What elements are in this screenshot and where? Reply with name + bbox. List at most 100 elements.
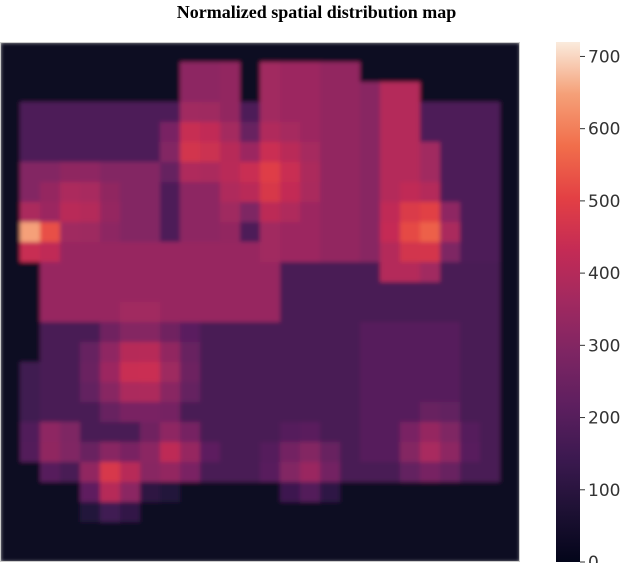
heatmap-cell	[100, 522, 121, 543]
heatmap-cell	[240, 302, 261, 323]
heatmap-cell	[360, 382, 381, 403]
heatmap-cell	[260, 262, 281, 283]
heatmap-cell	[200, 422, 221, 443]
heatmap-cell	[100, 542, 121, 562]
heatmap-cell	[140, 522, 161, 543]
heatmap-cell	[320, 362, 341, 383]
heatmap-cell	[20, 62, 41, 83]
heatmap-cell	[40, 522, 61, 543]
heatmap-cell	[160, 102, 181, 123]
heatmap-cell	[300, 402, 321, 423]
heatmap-cell	[460, 322, 481, 343]
heatmap-cell	[380, 262, 401, 283]
heatmap-cell	[260, 162, 281, 183]
heatmap-cell	[440, 142, 461, 163]
heatmap-cell	[120, 522, 141, 543]
heatmap-cell	[500, 522, 520, 543]
heatmap-cell	[240, 242, 261, 263]
heatmap-cell	[360, 362, 381, 383]
heatmap-cell	[120, 322, 141, 343]
heatmap-cell	[280, 342, 301, 363]
heatmap-cell	[180, 322, 201, 343]
heatmap-cell	[80, 542, 101, 562]
heatmap-cell	[340, 482, 361, 503]
heatmap-cell	[120, 402, 141, 423]
heatmap-cell	[500, 242, 520, 263]
heatmap-cell	[260, 482, 281, 503]
heatmap-cell	[240, 462, 261, 483]
heatmap-cell	[240, 422, 261, 443]
heatmap-cell	[480, 382, 501, 403]
heatmap-cell	[40, 362, 61, 383]
heatmap-cell	[400, 482, 421, 503]
heatmap-cell	[200, 382, 221, 403]
heatmap-cell	[80, 402, 101, 423]
heatmap-cell	[160, 222, 181, 243]
heatmap-cell	[440, 222, 461, 243]
heatmap-cell	[400, 102, 421, 123]
heatmap-cell	[0, 402, 21, 423]
heatmap-cell	[280, 222, 301, 243]
heatmap-cell	[480, 522, 501, 543]
heatmap-cell	[460, 42, 481, 63]
heatmap-cell	[400, 322, 421, 343]
heatmap-cell	[280, 422, 301, 443]
heatmap-cell	[140, 442, 161, 463]
heatmap-cell	[140, 502, 161, 523]
heatmap-cell	[60, 322, 81, 343]
heatmap-cell	[40, 102, 61, 123]
heatmap-cell	[480, 102, 501, 123]
heatmap-cell	[400, 442, 421, 463]
heatmap-cell	[380, 402, 401, 423]
heatmap-cell	[20, 102, 41, 123]
heatmap-cell	[480, 162, 501, 183]
heatmap-cell	[160, 322, 181, 343]
heatmap-cell	[440, 262, 461, 283]
heatmap-cell	[80, 242, 101, 263]
heatmap-cell	[180, 462, 201, 483]
heatmap-cell	[120, 342, 141, 363]
heatmap-cell	[420, 362, 441, 383]
heatmap-cell	[440, 362, 461, 383]
heatmap-cell	[340, 102, 361, 123]
colorbar-tick-label: 100	[588, 481, 620, 501]
heatmap-cell	[160, 282, 181, 303]
heatmap-cell	[160, 142, 181, 163]
heatmap-cell	[340, 382, 361, 403]
heatmap-cell	[60, 202, 81, 223]
heatmap-cell	[500, 542, 520, 562]
heatmap-cell	[120, 122, 141, 143]
heatmap-cell	[280, 382, 301, 403]
heatmap-cell	[420, 402, 441, 423]
heatmap-cell	[200, 202, 221, 223]
heatmap-cell	[380, 122, 401, 143]
heatmap-cell	[0, 62, 21, 83]
heatmap-cell	[20, 522, 41, 543]
heatmap-cell	[320, 182, 341, 203]
heatmap-cell	[340, 222, 361, 243]
heatmap-cell	[480, 502, 501, 523]
heatmap-cell	[100, 322, 121, 343]
heatmap-cell	[0, 322, 21, 343]
heatmap-cell	[140, 222, 161, 243]
heatmap-cell	[260, 322, 281, 343]
heatmap-cell	[20, 202, 41, 223]
heatmap-cell	[200, 82, 221, 103]
heatmap-cell	[100, 302, 121, 323]
heatmap-cell	[400, 262, 421, 283]
heatmap-cell	[240, 202, 261, 223]
heatmap-cell	[260, 82, 281, 103]
colorbar-tick-label: 200	[588, 409, 620, 429]
heatmap-cell	[380, 362, 401, 383]
heatmap-cell	[460, 82, 481, 103]
heatmap-cell	[40, 142, 61, 163]
heatmap-cell	[220, 422, 241, 443]
heatmap-cell	[440, 302, 461, 323]
heatmap-cell	[0, 422, 21, 443]
heatmap-cell	[500, 362, 520, 383]
heatmap-cell	[80, 102, 101, 123]
heatmap-cell	[160, 502, 181, 523]
heatmap-cell	[120, 462, 141, 483]
heatmap-cell	[420, 342, 441, 363]
heatmap-cell	[320, 342, 341, 363]
